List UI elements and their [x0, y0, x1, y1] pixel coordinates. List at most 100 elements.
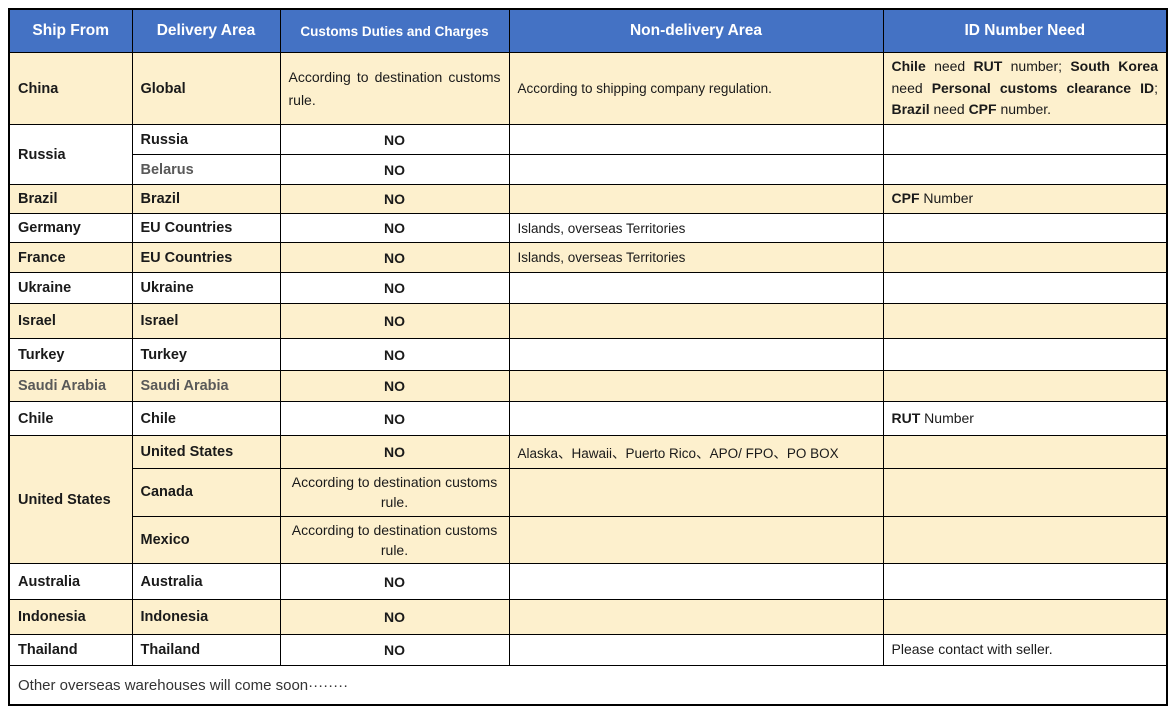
table-rows: China Global According to destination cust… [8, 51, 1168, 667]
cell-ship-from: Russia [8, 124, 133, 186]
cell-ship-from: Germany [8, 213, 133, 244]
cell-customs-duties: NO [279, 370, 510, 403]
cell-id-number-need [882, 515, 1168, 565]
cell-ship-from: Australia [8, 563, 133, 601]
id-text-segment: Number [920, 409, 974, 426]
id-text-segment: CPF [891, 190, 920, 207]
header-id-number-need: ID Number Need [882, 8, 1168, 53]
cell-id-number-need [882, 154, 1168, 186]
table-row: China Global According to destination cust… [8, 51, 1168, 126]
id-text-segment: RUT [891, 409, 921, 426]
cell-non-delivery-area [508, 468, 884, 517]
cell-non-delivery-area [508, 154, 884, 186]
id-text-segment: RUT [973, 58, 1011, 74]
cell-delivery-area: Brazil [131, 184, 281, 215]
cell-customs-duties: NO [279, 435, 510, 470]
table-footer: Other overseas warehouses will come soon… [8, 665, 1168, 706]
id-text-segment: Please contact with seller. [891, 641, 1053, 658]
header-ship-from: Ship From [8, 8, 133, 53]
cell-customs-duties: NO [279, 272, 510, 305]
cell-id-number-need [882, 599, 1168, 636]
cell-ship-from: China [8, 51, 133, 126]
cell-customs-duties: According to destination customs rule. [279, 468, 510, 517]
cell-delivery-area: EU Countries [131, 242, 281, 274]
cell-customs-duties: NO [279, 154, 510, 186]
id-text-segment: South Korea [1070, 58, 1158, 74]
table-row: United States United States NO Alaska、Hawai… [8, 435, 1168, 565]
cell-delivery-area: Russia [131, 124, 281, 156]
cell-id-number-need [882, 242, 1168, 274]
cell-non-delivery-area: Alaska、Hawaii、Puerto Rico、APO/ FPO、PO BO… [508, 435, 884, 470]
cell-non-delivery-area [508, 303, 884, 340]
cell-customs-duties: NO [279, 634, 510, 667]
cell-delivery-area: Indonesia [131, 599, 281, 636]
id-text-segment: need [933, 101, 969, 118]
table-row: Belarus NO [9, 154, 1168, 186]
cell-non-delivery-area: Islands, overseas Territories [508, 213, 884, 244]
cell-customs-duties: According to destination customs rule. [279, 515, 510, 565]
cell-delivery-area: Saudi Arabia [131, 370, 281, 403]
table-row: Germany EU Countries NO Islands, overseas T… [8, 213, 1168, 244]
cell-ship-from: Indonesia [8, 599, 133, 636]
cell-customs-duties: NO [279, 599, 510, 636]
cell-id-number-need [882, 272, 1168, 305]
table-row: Ukraine Ukraine NO [8, 272, 1168, 305]
cell-delivery-area: Australia [131, 563, 281, 601]
cell-non-delivery-area [508, 515, 884, 565]
header-delivery-area: Delivery Area [131, 8, 281, 53]
table-row: Thailand Thailand NO Please contact with se… [8, 634, 1168, 667]
cell-customs-duties: NO [279, 563, 510, 601]
header-customs-duties: Customs Duties and Charges [279, 8, 510, 53]
shipping-table: Ship From Delivery Area Customs Duties a… [8, 8, 1168, 707]
cell-delivery-area: United States [131, 435, 281, 470]
id-text-segment: Chile [891, 58, 935, 74]
id-text-segment: need [934, 58, 974, 74]
table-row: Australia Australia NO [8, 563, 1168, 601]
cell-non-delivery-area [508, 338, 884, 372]
id-text-segment: CPF [968, 101, 1001, 118]
cell-ship-from: Ukraine [8, 272, 133, 305]
id-text-segment: Brazil [891, 101, 934, 118]
table-row: Mexico According to destination customs r… [9, 515, 1168, 565]
id-text-segment: number. [1000, 101, 1052, 118]
table-header: Ship From Delivery Area Customs Duties a… [8, 8, 1168, 53]
footer-row: Other overseas warehouses will come soon… [8, 665, 1168, 706]
cell-ship-from: Chile [8, 401, 133, 437]
footer-note: Other overseas warehouses will come soon… [8, 665, 1168, 706]
table-row: Turkey Turkey NO [8, 338, 1168, 372]
cell-customs-duties: NO [279, 213, 510, 244]
cell-ship-from: Saudi Arabia [8, 370, 133, 403]
cell-non-delivery-area: Islands, overseas Territories [508, 242, 884, 274]
cell-customs-duties: NO [279, 184, 510, 215]
cell-non-delivery-area [508, 599, 884, 636]
cell-id-number-need [882, 213, 1168, 244]
table-row: Saudi Arabia Saudi Arabia NO [8, 370, 1168, 403]
cell-ship-from: Thailand [8, 634, 133, 667]
table-row: Russia Russia NO [8, 124, 1168, 186]
cell-ship-from: Turkey [8, 338, 133, 372]
table-row: Chile Chile NO RUT Number [8, 401, 1168, 437]
cell-id-number-need [882, 338, 1168, 372]
table-row: Canada According to destination customs r… [9, 468, 1168, 517]
cell-ship-from: United States [8, 435, 133, 565]
id-text-segment: Personal customs clearance ID [931, 79, 1155, 96]
cell-non-delivery-area [508, 272, 884, 305]
cell-delivery-area: Thailand [131, 634, 281, 667]
cell-delivery-area: Canada [131, 468, 281, 517]
cell-id-number-need: Chile need RUT number; South Korea need … [882, 51, 1168, 126]
cell-ship-from: France [8, 242, 133, 274]
cell-delivery-area: Mexico [131, 515, 281, 565]
cell-customs-duties: NO [279, 242, 510, 274]
cell-ship-from: Brazil [8, 184, 133, 215]
cell-id-number-need [882, 124, 1168, 156]
cell-non-delivery-area [508, 124, 884, 156]
cell-id-number-need [882, 468, 1168, 517]
cell-id-number-need [882, 370, 1168, 403]
cell-delivery-area: Belarus [131, 154, 281, 186]
cell-non-delivery-area [508, 370, 884, 403]
cell-non-delivery-area: According to shipping company regulation… [508, 51, 884, 126]
cell-customs-duties: According to destination customs rule. [279, 51, 510, 126]
cell-id-number-need: Please contact with seller. [882, 634, 1168, 667]
id-text-segment: Number [919, 190, 974, 207]
